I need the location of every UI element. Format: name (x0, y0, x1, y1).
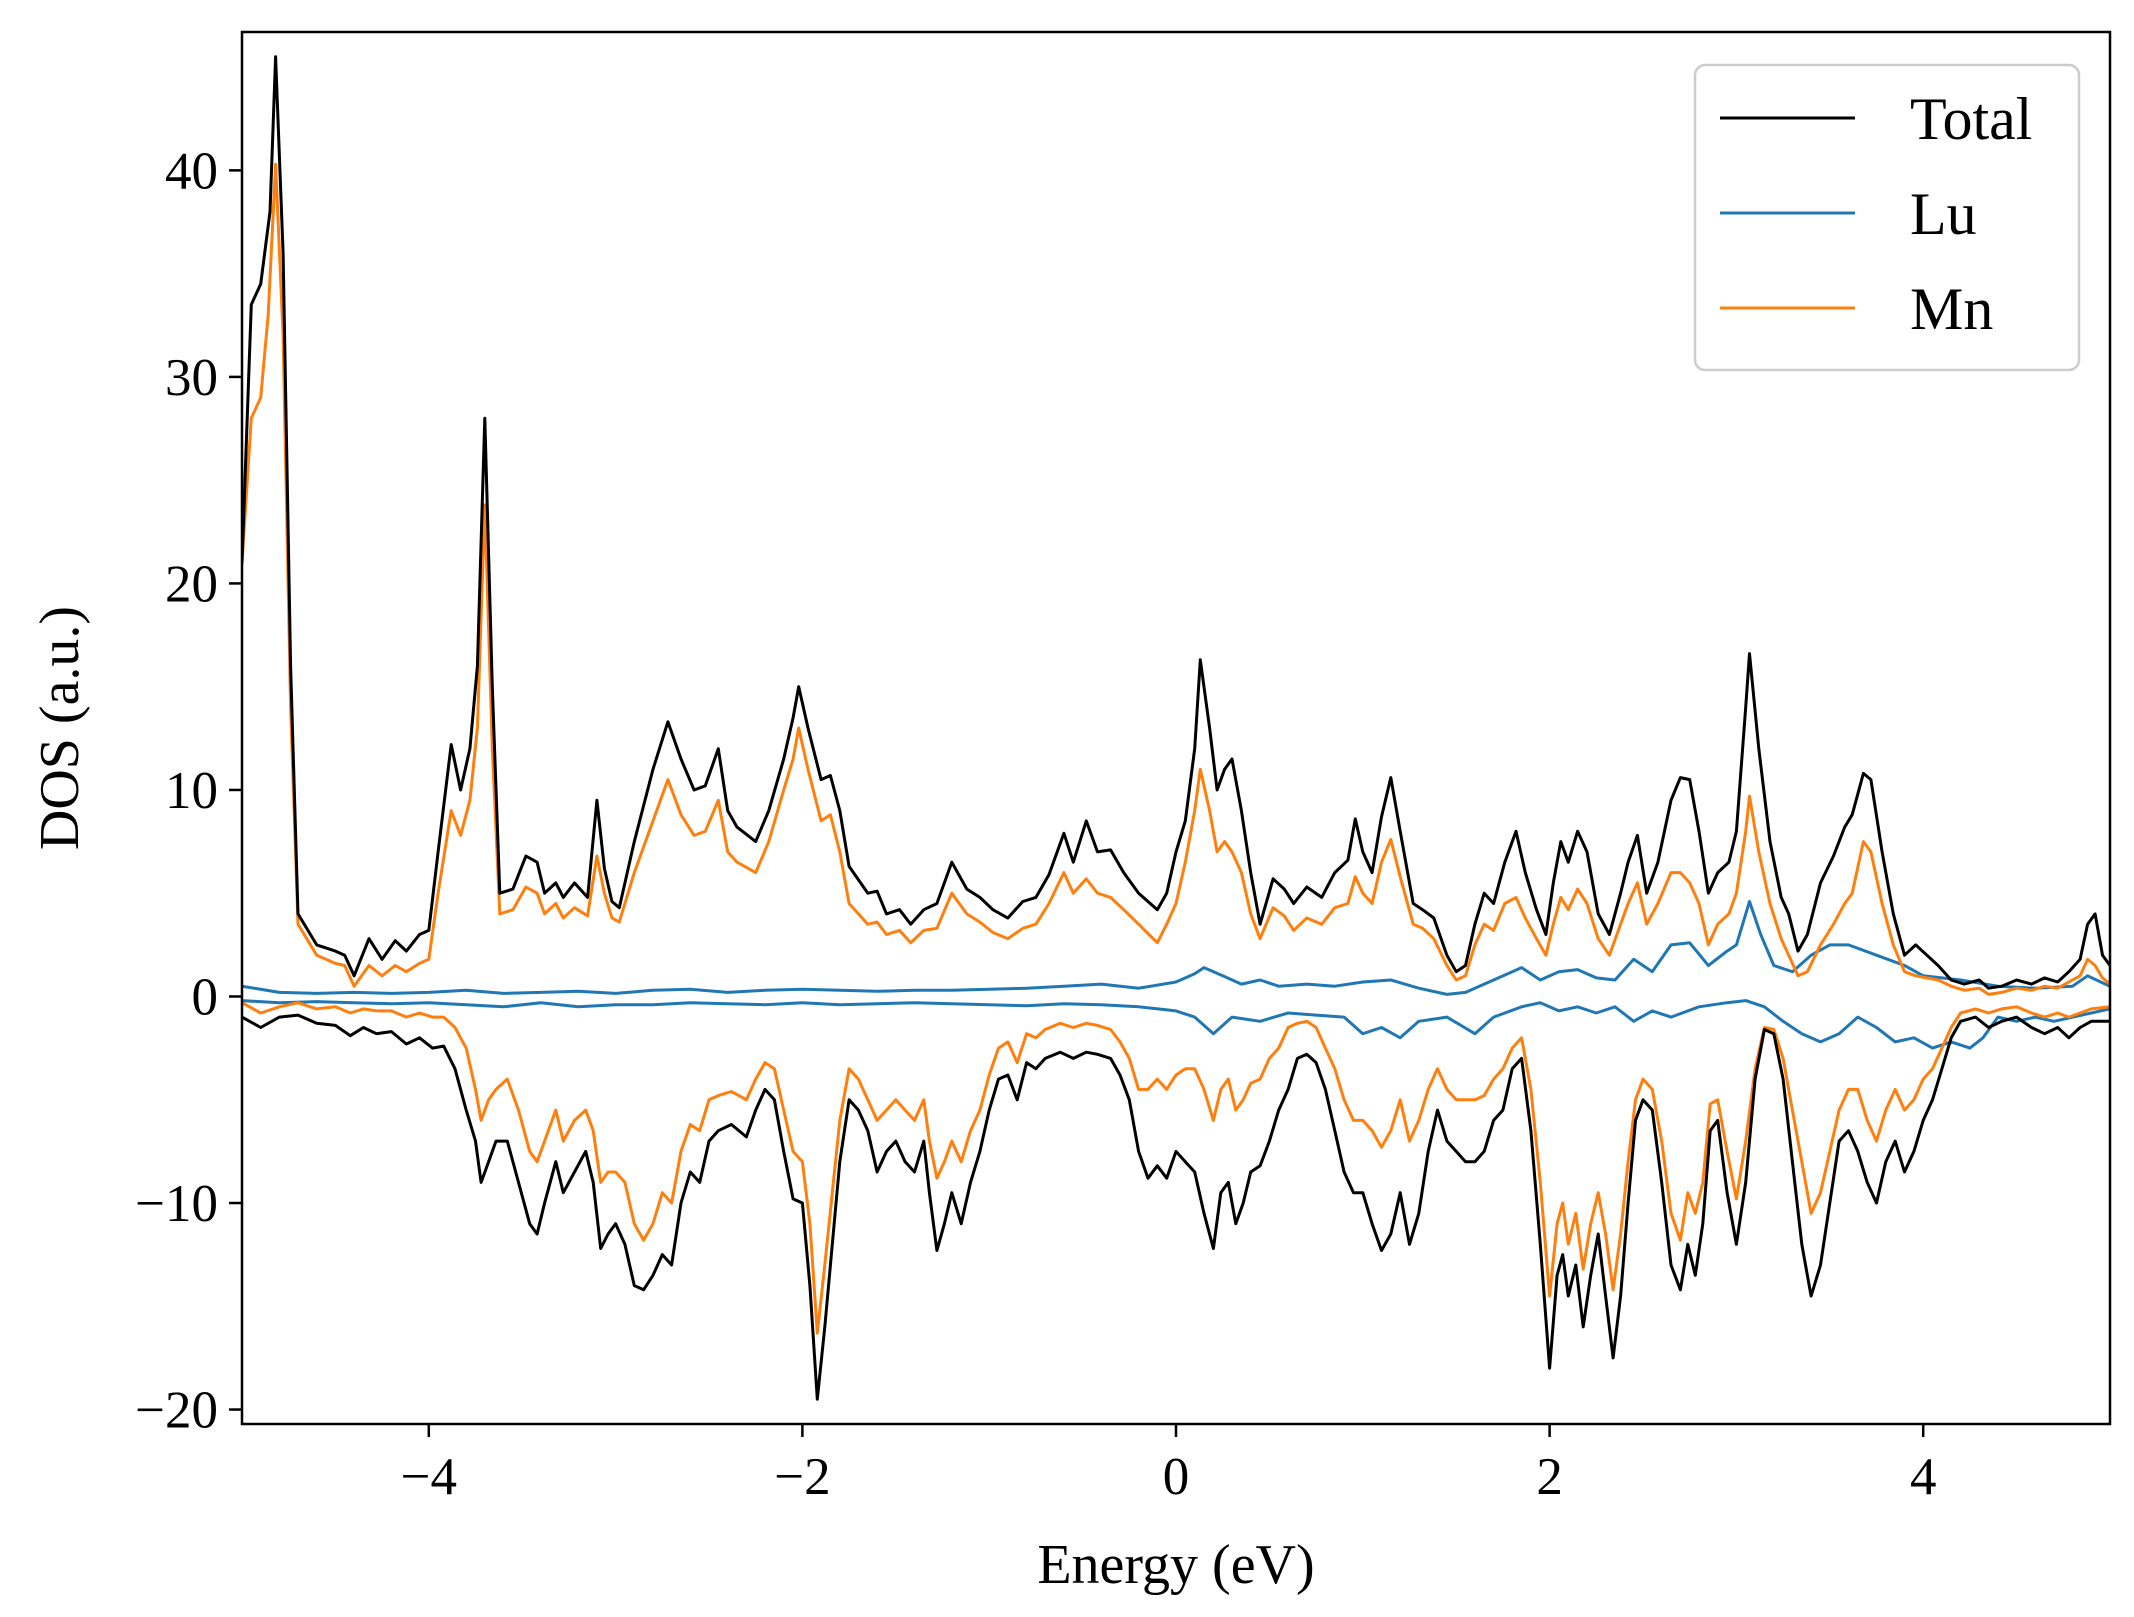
series-line-lu-spin-down (242, 999, 2110, 1050)
y-tick-label: 10 (165, 762, 218, 820)
y-tick-label: −20 (135, 1382, 218, 1440)
legend-box (1693, 63, 2081, 372)
series-line-mn-spin-up (242, 162, 2110, 996)
legend-label-lu: Lu (1910, 181, 1977, 247)
y-tick-label: 20 (165, 555, 218, 613)
series-line-total-spin-down (242, 1013, 2110, 1401)
y-tick-label: 0 (192, 968, 219, 1026)
x-axis-label: Energy (eV) (1037, 1534, 1314, 1596)
legend-label-total: Total (1910, 86, 2032, 152)
x-tick-label: −2 (774, 1448, 830, 1506)
y-tick-label: 30 (165, 349, 218, 407)
y-tick-label: −10 (135, 1175, 218, 1233)
y-tick-label: 40 (165, 142, 218, 200)
x-tick-label: 2 (1536, 1448, 1563, 1506)
series-line-total-spin-up (242, 55, 2110, 990)
x-tick-label: −4 (401, 1448, 457, 1506)
series-layer (242, 55, 2110, 1401)
x-tick-label: 0 (1163, 1448, 1190, 1506)
x-tick-label: 4 (1910, 1448, 1937, 1506)
series-line-mn-spin-down (242, 1001, 2110, 1335)
series-line-lu-spin-up (242, 900, 2110, 996)
legend-label-mn: Mn (1910, 276, 1993, 342)
legend: Total Lu Mn (1693, 63, 2081, 372)
y-axis-label: DOS (a.u.) (29, 606, 91, 850)
